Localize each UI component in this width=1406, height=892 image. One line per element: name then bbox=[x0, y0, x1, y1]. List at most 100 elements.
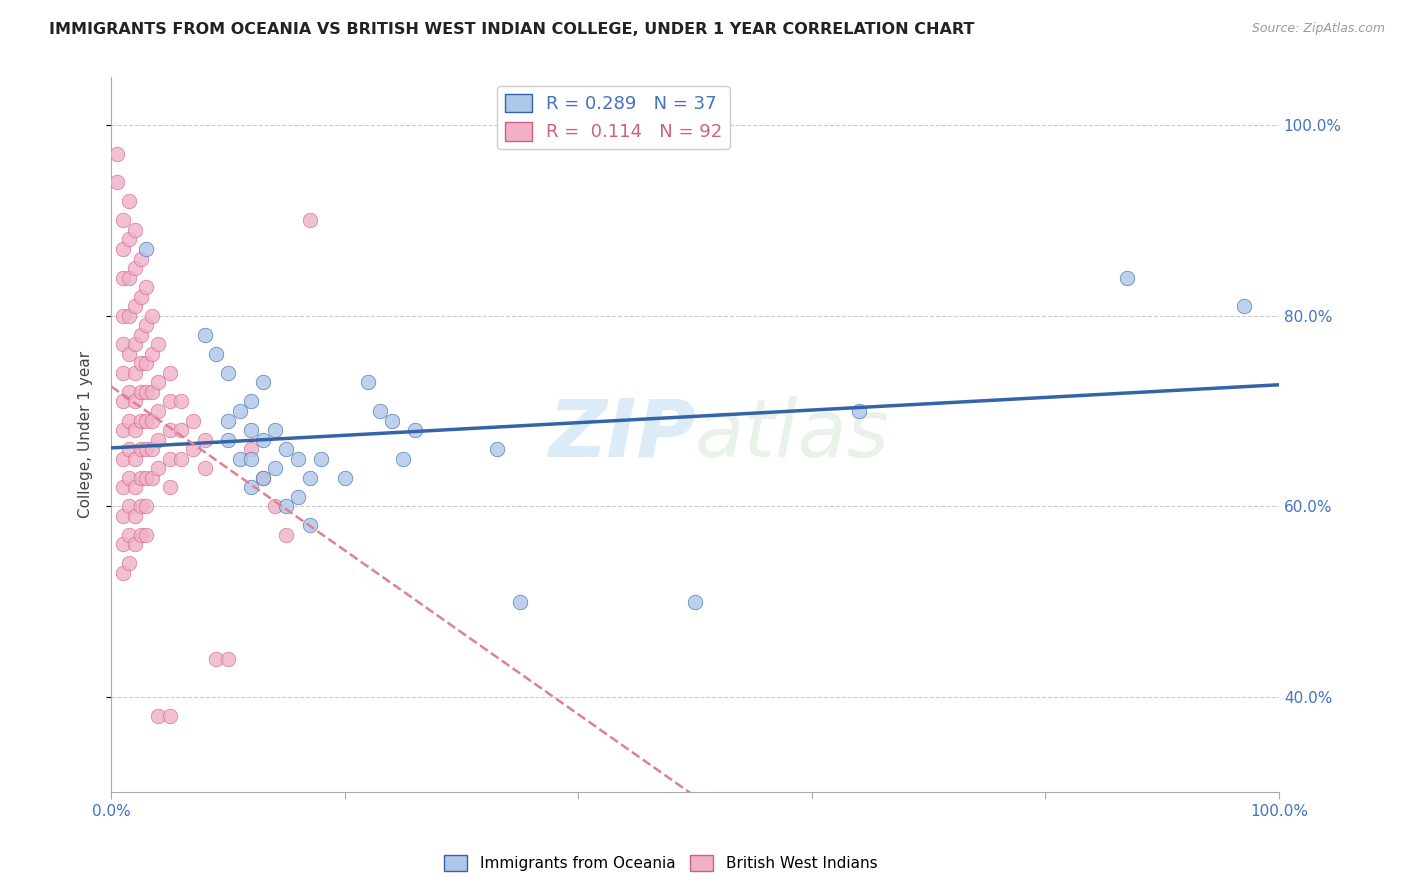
Point bbox=[124, 337, 146, 351]
Point bbox=[135, 242, 157, 256]
Point bbox=[124, 480, 146, 494]
Point bbox=[146, 461, 169, 475]
Point bbox=[181, 442, 204, 457]
Point bbox=[298, 518, 321, 533]
Point bbox=[129, 442, 152, 457]
Point bbox=[141, 384, 163, 399]
Point bbox=[124, 261, 146, 276]
Point bbox=[229, 404, 252, 418]
Point bbox=[229, 451, 252, 466]
Point bbox=[118, 557, 141, 571]
Point bbox=[194, 433, 217, 447]
Point bbox=[170, 451, 193, 466]
Point bbox=[111, 309, 134, 323]
Point bbox=[135, 356, 157, 370]
Point bbox=[124, 223, 146, 237]
Point bbox=[298, 471, 321, 485]
Point bbox=[509, 594, 531, 608]
Point bbox=[111, 270, 134, 285]
Point bbox=[380, 413, 402, 427]
Point bbox=[217, 366, 239, 380]
Point bbox=[111, 213, 134, 227]
Point bbox=[124, 537, 146, 551]
Point bbox=[111, 566, 134, 580]
Point bbox=[129, 528, 152, 542]
Point bbox=[252, 471, 274, 485]
Point bbox=[252, 471, 274, 485]
Point bbox=[159, 709, 181, 723]
Point bbox=[1233, 299, 1256, 313]
Point bbox=[118, 232, 141, 246]
Point bbox=[159, 480, 181, 494]
Point bbox=[240, 423, 263, 437]
Point bbox=[159, 423, 181, 437]
Point bbox=[287, 490, 309, 504]
Point bbox=[240, 451, 263, 466]
Point bbox=[135, 384, 157, 399]
Point bbox=[276, 528, 298, 542]
Point bbox=[263, 423, 285, 437]
Point bbox=[146, 376, 169, 390]
Point bbox=[129, 327, 152, 342]
Point bbox=[135, 528, 157, 542]
Point bbox=[848, 404, 870, 418]
Point bbox=[135, 471, 157, 485]
Point bbox=[118, 471, 141, 485]
Point bbox=[170, 423, 193, 437]
Point bbox=[252, 433, 274, 447]
Point bbox=[135, 500, 157, 514]
Point bbox=[159, 394, 181, 409]
Point bbox=[118, 384, 141, 399]
Point bbox=[205, 652, 228, 666]
Point bbox=[111, 242, 134, 256]
Point bbox=[129, 384, 152, 399]
Point bbox=[124, 508, 146, 523]
Point bbox=[1116, 270, 1139, 285]
Point bbox=[111, 394, 134, 409]
Point bbox=[141, 442, 163, 457]
Point bbox=[111, 508, 134, 523]
Point bbox=[135, 280, 157, 294]
Point bbox=[118, 442, 141, 457]
Point bbox=[111, 537, 134, 551]
Point bbox=[129, 413, 152, 427]
Point bbox=[111, 480, 134, 494]
Point bbox=[276, 442, 298, 457]
Point bbox=[311, 451, 333, 466]
Point bbox=[263, 461, 285, 475]
Point bbox=[683, 594, 706, 608]
Text: ZIP: ZIP bbox=[548, 396, 695, 474]
Point bbox=[217, 652, 239, 666]
Point bbox=[205, 347, 228, 361]
Point bbox=[124, 451, 146, 466]
Point bbox=[141, 309, 163, 323]
Point bbox=[105, 175, 128, 189]
Point bbox=[404, 423, 426, 437]
Point bbox=[357, 376, 380, 390]
Point bbox=[252, 376, 274, 390]
Point bbox=[287, 451, 309, 466]
Point bbox=[217, 433, 239, 447]
Point bbox=[129, 500, 152, 514]
Point bbox=[485, 442, 508, 457]
Point bbox=[124, 366, 146, 380]
Point bbox=[129, 252, 152, 266]
Point bbox=[159, 451, 181, 466]
Point bbox=[298, 213, 321, 227]
Point bbox=[129, 290, 152, 304]
Point bbox=[240, 442, 263, 457]
Point bbox=[135, 413, 157, 427]
Point bbox=[159, 366, 181, 380]
Point bbox=[124, 423, 146, 437]
Text: IMMIGRANTS FROM OCEANIA VS BRITISH WEST INDIAN COLLEGE, UNDER 1 YEAR CORRELATION: IMMIGRANTS FROM OCEANIA VS BRITISH WEST … bbox=[49, 22, 974, 37]
Text: atlas: atlas bbox=[695, 396, 890, 474]
Point bbox=[111, 366, 134, 380]
Point bbox=[111, 337, 134, 351]
Point bbox=[118, 500, 141, 514]
Point bbox=[129, 356, 152, 370]
Point bbox=[146, 337, 169, 351]
Point bbox=[170, 394, 193, 409]
Point bbox=[118, 309, 141, 323]
Point bbox=[141, 471, 163, 485]
Point bbox=[129, 471, 152, 485]
